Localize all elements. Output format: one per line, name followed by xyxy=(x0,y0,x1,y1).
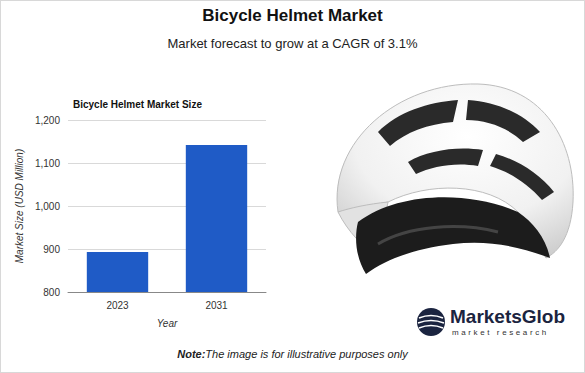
html-text:Note: The image is for illustr: Note: The image is for illustrative purp… xyxy=(177,348,408,360)
svg-text:Bicycle Helmet Market Size: Bicycle Helmet Market Size xyxy=(73,99,202,110)
svg-text:1,200: 1,200 xyxy=(35,115,60,126)
html-text:MarketsGlob: MarketsGlob xyxy=(450,306,566,327)
svg-text:1,100: 1,100 xyxy=(35,158,60,169)
svg-text:Market Size (USD Million): Market Size (USD Million) xyxy=(14,149,25,263)
svg-text:2023: 2023 xyxy=(106,300,129,311)
svg-text:1,000: 1,000 xyxy=(35,201,60,212)
svg-text:2031: 2031 xyxy=(205,300,228,311)
html-text:market research: market research xyxy=(452,328,549,337)
svg-text:800: 800 xyxy=(43,287,60,298)
html-text:Bicycle Helmet Market: Bicycle Helmet Market xyxy=(202,6,383,25)
html-text:Market forecast to grow at a C: Market forecast to grow at a CAGR of 3.1… xyxy=(167,36,418,51)
svg-text:Year: Year xyxy=(157,318,178,329)
svg-text:900: 900 xyxy=(43,244,60,255)
